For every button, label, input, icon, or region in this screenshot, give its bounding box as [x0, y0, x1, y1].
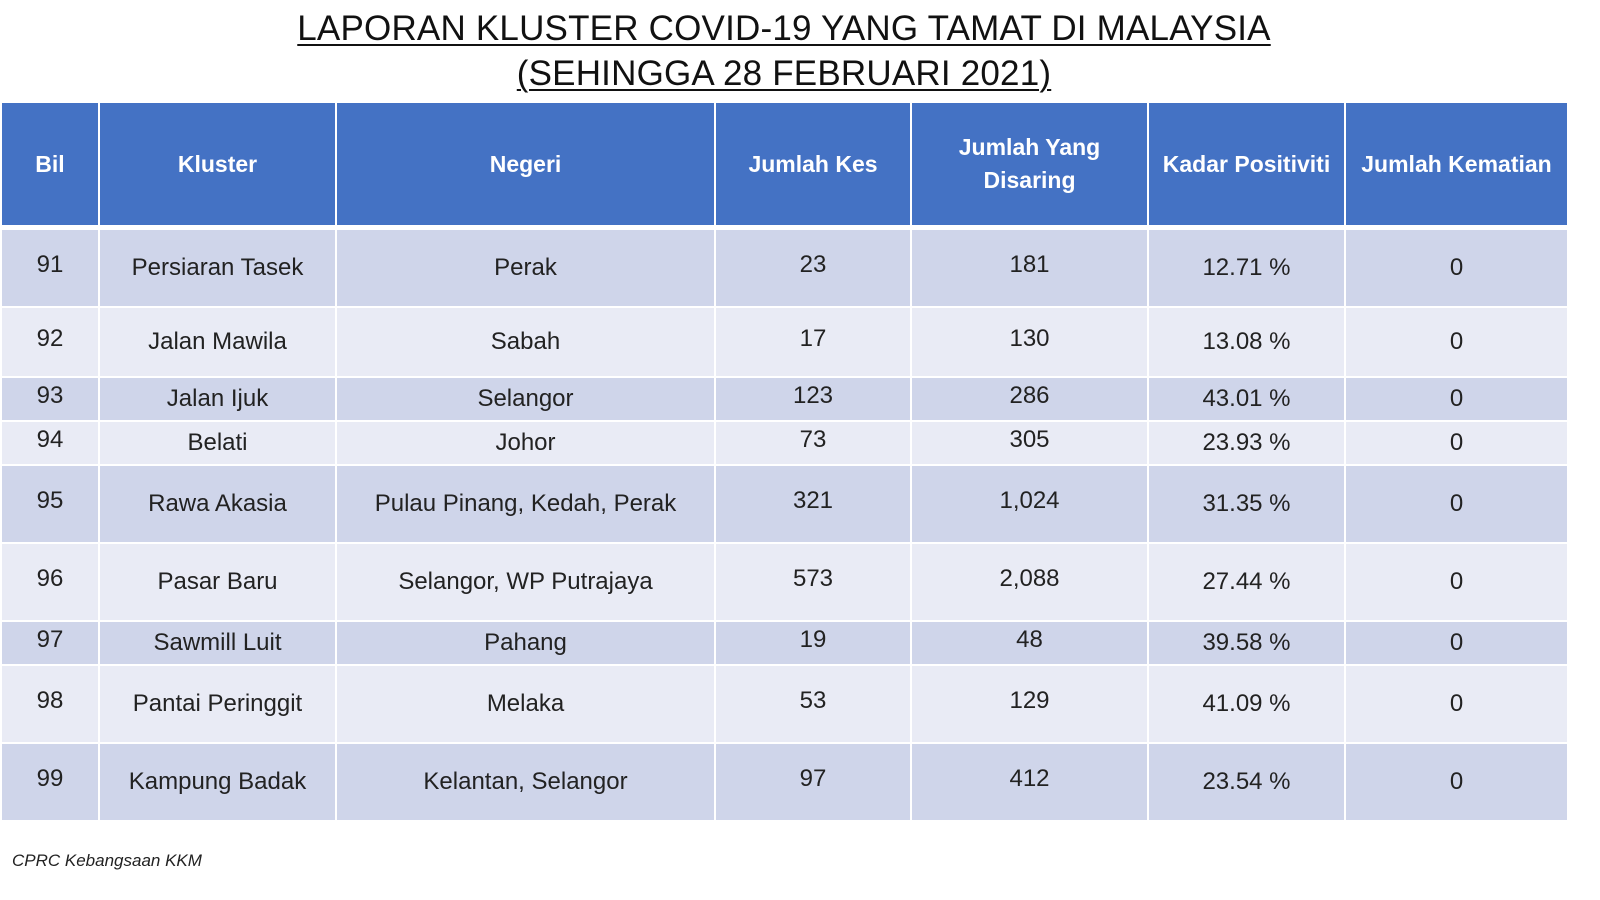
- cell-jumlah-kes: 53: [716, 666, 910, 742]
- cell-jumlah-kes: 19: [716, 622, 910, 664]
- cell-kadar-positiviti: 23.54 %: [1149, 744, 1344, 820]
- cell-kluster: Belati: [100, 422, 335, 464]
- cell-jumlah-kematian: 0: [1346, 622, 1567, 664]
- cell-jumlah-kes: 73: [716, 422, 910, 464]
- cell-bil: 94: [2, 422, 98, 464]
- cell-bil: 99: [2, 744, 98, 820]
- cell-jumlah-kematian: 0: [1346, 422, 1567, 464]
- cell-jumlah-disaring: 1,024: [912, 466, 1147, 542]
- cell-kadar-positiviti: 31.35 %: [1149, 466, 1344, 542]
- cell-bil: 93: [2, 378, 98, 420]
- cell-bil: 95: [2, 466, 98, 542]
- cell-negeri: Selangor, WP Putrajaya: [337, 544, 714, 620]
- cell-kadar-positiviti: 41.09 %: [1149, 666, 1344, 742]
- table-row: 94 Belati Johor 73 305 23.93 % 0: [2, 422, 1567, 464]
- table-row: 92 Jalan Mawila Sabah 17 130 13.08 % 0: [2, 308, 1567, 376]
- cell-negeri: Kelantan, Selangor: [337, 744, 714, 820]
- cell-negeri: Pulau Pinang, Kedah, Perak: [337, 466, 714, 542]
- table-row: 93 Jalan Ijuk Selangor 123 286 43.01 % 0: [2, 378, 1567, 420]
- table-row: 96 Pasar Baru Selangor, WP Putrajaya 573…: [2, 544, 1567, 620]
- cell-jumlah-kematian: 0: [1346, 308, 1567, 376]
- table-row: 91 Persiaran Tasek Perak 23 181 12.71 % …: [2, 230, 1567, 306]
- cell-kluster: Rawa Akasia: [100, 466, 335, 542]
- cell-jumlah-disaring: 48: [912, 622, 1147, 664]
- cell-bil: 91: [2, 230, 98, 306]
- cell-negeri: Perak: [337, 230, 714, 306]
- cell-bil: 98: [2, 666, 98, 742]
- cell-jumlah-kes: 17: [716, 308, 910, 376]
- cell-jumlah-disaring: 286: [912, 378, 1147, 420]
- cell-kluster: Sawmill Luit: [100, 622, 335, 664]
- cell-jumlah-kes: 573: [716, 544, 910, 620]
- cell-bil: 96: [2, 544, 98, 620]
- cell-jumlah-kes: 123: [716, 378, 910, 420]
- header-kadar-positiviti: Kadar Positiviti: [1149, 103, 1344, 228]
- cell-kluster: Pasar Baru: [100, 544, 335, 620]
- header-jumlah-kematian: Jumlah Kematian: [1346, 103, 1567, 228]
- cell-jumlah-kematian: 0: [1346, 744, 1567, 820]
- cell-kadar-positiviti: 43.01 %: [1149, 378, 1344, 420]
- header-negeri: Negeri: [337, 103, 714, 228]
- cell-kluster: Pantai Peringgit: [100, 666, 335, 742]
- cell-jumlah-kematian: 0: [1346, 230, 1567, 306]
- cell-kluster: Persiaran Tasek: [100, 230, 335, 306]
- title-line-2: (SEHINGGA 28 FEBRUARI 2021): [516, 54, 1052, 93]
- cell-negeri: Sabah: [337, 308, 714, 376]
- cell-negeri: Melaka: [337, 666, 714, 742]
- cell-jumlah-kes: 97: [716, 744, 910, 820]
- cell-kadar-positiviti: 23.93 %: [1149, 422, 1344, 464]
- cell-bil: 92: [2, 308, 98, 376]
- cell-jumlah-disaring: 2,088: [912, 544, 1147, 620]
- cell-jumlah-kematian: 0: [1346, 378, 1567, 420]
- header-bil: Bil: [2, 103, 98, 228]
- table-row: 98 Pantai Peringgit Melaka 53 129 41.09 …: [2, 666, 1567, 742]
- cell-jumlah-kematian: 0: [1346, 466, 1567, 542]
- header-jumlah-disaring: Jumlah Yang Disaring: [912, 103, 1147, 228]
- cell-kluster: Jalan Ijuk: [100, 378, 335, 420]
- cell-bil: 97: [2, 622, 98, 664]
- table-row: 99 Kampung Badak Kelantan, Selangor 97 4…: [2, 744, 1567, 820]
- cell-jumlah-disaring: 130: [912, 308, 1147, 376]
- cell-kadar-positiviti: 13.08 %: [1149, 308, 1344, 376]
- header-kluster: Kluster: [100, 103, 335, 228]
- title-line-1: LAPORAN KLUSTER COVID-19 YANG TAMAT DI M…: [297, 9, 1271, 48]
- header-jumlah-kes: Jumlah Kes: [716, 103, 910, 228]
- cell-jumlah-disaring: 412: [912, 744, 1147, 820]
- table-header-row: Bil Kluster Negeri Jumlah Kes Jumlah Yan…: [2, 103, 1567, 228]
- cell-jumlah-kes: 321: [716, 466, 910, 542]
- cell-jumlah-disaring: 305: [912, 422, 1147, 464]
- report-title: LAPORAN KLUSTER COVID-19 YANG TAMAT DI M…: [0, 6, 1568, 96]
- cell-jumlah-disaring: 181: [912, 230, 1147, 306]
- cell-kluster: Jalan Mawila: [100, 308, 335, 376]
- cluster-table: Bil Kluster Negeri Jumlah Kes Jumlah Yan…: [0, 101, 1569, 822]
- cell-jumlah-kematian: 0: [1346, 666, 1567, 742]
- cell-kadar-positiviti: 39.58 %: [1149, 622, 1344, 664]
- cell-negeri: Johor: [337, 422, 714, 464]
- cell-kluster: Kampung Badak: [100, 744, 335, 820]
- cell-jumlah-disaring: 129: [912, 666, 1147, 742]
- cell-kadar-positiviti: 12.71 %: [1149, 230, 1344, 306]
- cell-negeri: Selangor: [337, 378, 714, 420]
- cell-jumlah-kes: 23: [716, 230, 910, 306]
- table-row: 97 Sawmill Luit Pahang 19 48 39.58 % 0: [2, 622, 1567, 664]
- source-note: CPRC Kebangsaan KKM: [12, 851, 202, 870]
- cell-jumlah-kematian: 0: [1346, 544, 1567, 620]
- cell-kadar-positiviti: 27.44 %: [1149, 544, 1344, 620]
- table-row: 95 Rawa Akasia Pulau Pinang, Kedah, Pera…: [2, 466, 1567, 542]
- cell-negeri: Pahang: [337, 622, 714, 664]
